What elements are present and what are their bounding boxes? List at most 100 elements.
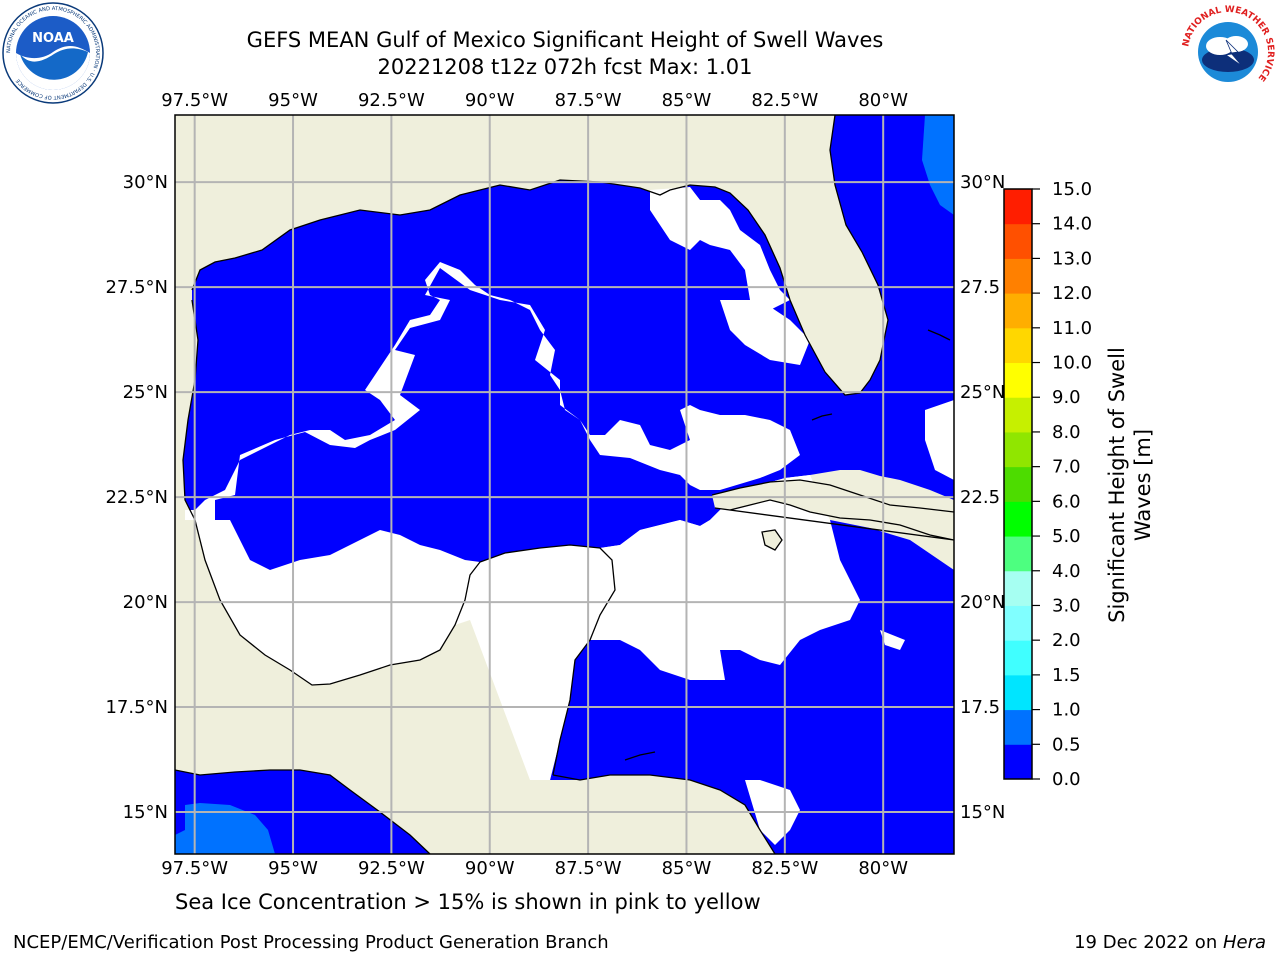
colorbar-segment bbox=[1004, 258, 1032, 294]
graticule bbox=[175, 115, 954, 854]
central-america-coastline bbox=[552, 774, 776, 854]
gulf-coastline bbox=[191, 115, 889, 396]
latitude-label: 15°N bbox=[123, 802, 168, 823]
cuba-coastline bbox=[711, 479, 954, 541]
latitude-labels-left: 30°N 27.5°N 25°N 22.5°N 20°N 17.5°N 15°N bbox=[105, 172, 168, 823]
longitude-label: 95°W bbox=[268, 90, 318, 111]
latitude-labels-right: 30°N 27.5 25°N 22.5 20°N 17.5 15°N bbox=[960, 172, 1005, 823]
latitude-label: 20°N bbox=[123, 592, 168, 613]
longitude-label: 95°W bbox=[268, 858, 318, 879]
longitude-label: 82.5°W bbox=[751, 858, 818, 879]
colorbar-tick-label: 14.0 bbox=[1052, 214, 1092, 235]
longitude-label: 97.5°W bbox=[161, 858, 228, 879]
map-plot-area bbox=[175, 115, 954, 854]
colorbar-segment bbox=[1004, 709, 1032, 745]
footer-date-text: 19 Dec 2022 on bbox=[1074, 932, 1223, 953]
longitude-label: 85°W bbox=[662, 90, 712, 111]
colorbar-segment bbox=[1004, 189, 1032, 225]
noaa-logo-icon: NATIONAL OCEANIC AND ATMOSPHERIC ADMINIS… bbox=[2, 2, 104, 104]
longitude-label: 87.5°W bbox=[555, 858, 622, 879]
latitude-label: 27.5°N bbox=[105, 277, 168, 298]
colorbar-border bbox=[1003, 188, 1033, 780]
footer-host: Hera bbox=[1222, 932, 1266, 953]
longitude-labels-bottom: 97.5°W 95°W 92.5°W 90°W 87.5°W 85°W 82.5°W 80°W bbox=[161, 858, 908, 879]
longitude-label: 85°W bbox=[662, 858, 712, 879]
island-of-youth bbox=[762, 530, 782, 550]
longitude-label: 80°W bbox=[858, 858, 908, 879]
longitude-label: 97.5°W bbox=[161, 90, 228, 111]
cuba-island bbox=[712, 480, 954, 540]
colorbar-tick-label: 11.0 bbox=[1052, 318, 1092, 339]
footer-credit: NCEP/EMC/Verification Post Processing Pr… bbox=[13, 932, 609, 953]
colorbar-segment bbox=[1004, 466, 1032, 502]
latitude-label: 17.5 bbox=[960, 697, 1000, 718]
no-data-region bbox=[185, 262, 800, 520]
colorbar-tick-label: 12.0 bbox=[1052, 283, 1092, 304]
longitude-label: 90°W bbox=[465, 858, 515, 879]
longitude-label: 82.5°W bbox=[751, 90, 818, 111]
colorbar-segment bbox=[1004, 744, 1032, 780]
longitude-label: 90°W bbox=[465, 90, 515, 111]
latitude-label: 30°N bbox=[123, 172, 168, 193]
colorbar-tick-label: 10.0 bbox=[1052, 353, 1092, 374]
mexico-coastline bbox=[182, 299, 616, 776]
colorbar-segment bbox=[1004, 397, 1032, 433]
colorbar-segment bbox=[1004, 570, 1032, 606]
bahamas-coastline bbox=[927, 329, 951, 341]
sea-ice-caption: Sea Ice Concentration > 15% is shown in … bbox=[175, 890, 761, 914]
latitude-label: 25°N bbox=[123, 382, 168, 403]
colorbar-tick-label: 1.5 bbox=[1052, 665, 1081, 686]
longitude-label: 92.5°W bbox=[358, 858, 425, 879]
colorbar-segment bbox=[1004, 501, 1032, 537]
latitude-label: 15°N bbox=[960, 802, 1005, 823]
colorbar-segment bbox=[1004, 362, 1032, 398]
map-border bbox=[174, 114, 955, 855]
longitude-label: 92.5°W bbox=[358, 90, 425, 111]
colorbar-segment bbox=[1004, 327, 1032, 364]
colorbar bbox=[1003, 188, 1033, 780]
latitude-label: 27.5 bbox=[960, 277, 1000, 298]
no-data-region bbox=[650, 187, 790, 310]
latitude-label: 20°N bbox=[960, 592, 1005, 613]
colorbar-segment bbox=[1004, 605, 1032, 641]
latitude-label: 25°N bbox=[960, 382, 1005, 403]
latitude-label: 22.5°N bbox=[105, 487, 168, 508]
colorbar-tick-label: 13.0 bbox=[1052, 248, 1092, 269]
colorbar-tick-label: 4.0 bbox=[1052, 561, 1081, 582]
colorbar-tick-label: 5.0 bbox=[1052, 526, 1081, 547]
colorbar-segment bbox=[1004, 536, 1032, 572]
colorbar-label-line1: Significant Height of Swell bbox=[1105, 347, 1129, 623]
florida-keys bbox=[811, 413, 833, 421]
colorbar-tick-label: 9.0 bbox=[1052, 387, 1081, 408]
colorbar-tick-label: 1.0 bbox=[1052, 700, 1081, 721]
colorbar-ticks: 15.0 14.0 13.0 12.0 11.0 10.0 9.0 8.0 7.0 6.0 5.0 4… bbox=[1032, 179, 1092, 790]
noaa-label: NOAA bbox=[32, 31, 74, 46]
bay-islands bbox=[624, 751, 656, 761]
colorbar-segment bbox=[1004, 223, 1032, 259]
latitude-label: 30°N bbox=[960, 172, 1005, 193]
caribbean-sea-region bbox=[550, 520, 954, 854]
longitude-label: 87.5°W bbox=[555, 90, 622, 111]
gulf-sea-region bbox=[183, 115, 954, 685]
map-title: GEFS MEAN Gulf of Mexico Significant Hei… bbox=[246, 28, 884, 52]
latitude-label: 22.5 bbox=[960, 487, 1000, 508]
land-area bbox=[175, 115, 954, 854]
swell-0.5-region bbox=[922, 115, 954, 215]
colorbar-tick-label: 6.0 bbox=[1052, 491, 1081, 512]
colorbar-tick-label: 0.5 bbox=[1052, 734, 1081, 755]
nws-logo-icon: NATIONAL WEATHER SERVICE bbox=[1178, 2, 1278, 102]
colorbar-tick-label: 8.0 bbox=[1052, 422, 1081, 443]
colorbar-tick-label: 15.0 bbox=[1052, 179, 1092, 200]
swell-0.5-region bbox=[175, 803, 275, 854]
colorbar-segment bbox=[1004, 674, 1032, 711]
no-data-region bbox=[195, 475, 860, 780]
no-data-region bbox=[925, 400, 954, 480]
latitude-label: 17.5°N bbox=[105, 697, 168, 718]
colorbar-tick-label: 0.0 bbox=[1052, 769, 1081, 790]
colorbar-segment bbox=[1004, 640, 1032, 676]
longitude-label: 80°W bbox=[858, 90, 908, 111]
map-subtitle: 20221208 t12z 072h fcst Max: 1.01 bbox=[377, 55, 753, 79]
colorbar-tick-label: 7.0 bbox=[1052, 457, 1081, 478]
colorbar-tick-label: 2.0 bbox=[1052, 630, 1081, 651]
